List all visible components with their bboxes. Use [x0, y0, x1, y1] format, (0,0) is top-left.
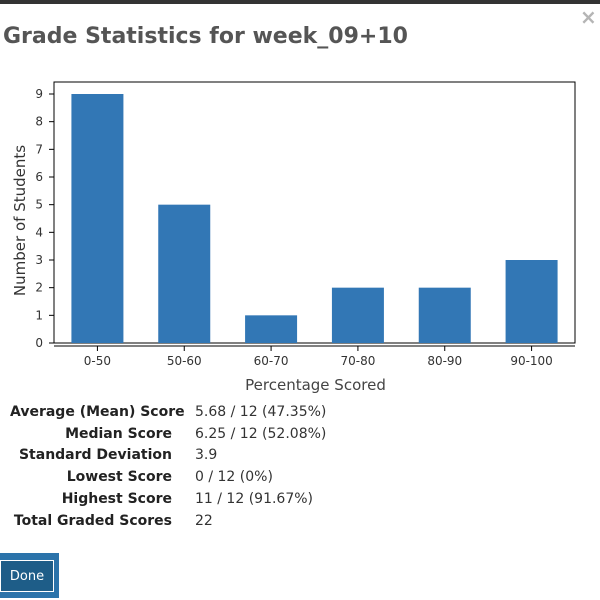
stat-label: Total Graded Scores: [13, 512, 172, 529]
y-tick-label: 9: [35, 87, 43, 101]
bar: [245, 315, 298, 343]
x-tick-label: 70-80: [340, 354, 375, 368]
stat-value: 3.9: [195, 447, 218, 464]
bar: [158, 204, 211, 343]
y-axis-title: Number of Students: [11, 145, 29, 296]
x-axis-title: Percentage Scored: [245, 376, 386, 394]
statistics-table: Average (Mean) Score 5.68 / 12 (47.35%) …: [10, 401, 326, 532]
stat-label: Standard Deviation: [18, 447, 172, 464]
bar: [71, 94, 124, 343]
stat-label: Lowest Score: [66, 469, 172, 486]
bar: [505, 260, 558, 343]
stat-value: 22: [195, 512, 213, 529]
y-tick-label: 5: [35, 198, 43, 212]
y-tick-label: 0: [35, 336, 43, 350]
bar: [331, 287, 384, 343]
stat-row-total: Total Graded Scores 22: [10, 510, 326, 532]
close-icon[interactable]: ×: [580, 5, 597, 29]
stat-value: 5.68 / 12 (47.35%): [195, 403, 327, 420]
y-tick-label: 6: [35, 170, 43, 184]
stat-row-highest: Highest Score 11 / 12 (91.67%): [10, 488, 326, 510]
stat-row-median: Median Score 6.25 / 12 (52.08%): [10, 423, 326, 445]
stat-label: Median Score: [65, 425, 172, 442]
x-tick-label: 80-90: [427, 354, 462, 368]
y-tick-label: 7: [35, 142, 43, 156]
y-tick-label: 8: [35, 115, 43, 129]
y-tick-label: 2: [35, 281, 43, 295]
x-tick-label: 90-100: [510, 354, 553, 368]
x-tick-label: 0-50: [84, 354, 111, 368]
stat-value: 11 / 12 (91.67%): [195, 491, 314, 508]
y-tick-label: 3: [35, 253, 43, 267]
plot-frame: [53, 81, 576, 344]
stat-row-std-dev: Standard Deviation 3.9: [10, 445, 326, 467]
stat-row-mean: Average (Mean) Score 5.68 / 12 (47.35%): [10, 401, 326, 423]
stat-value: 6.25 / 12 (52.08%): [195, 425, 327, 442]
grade-distribution-chart: 0 1 2 3 4 5 6 7 8 9 0-50 50-60 60-70 70-80 80-90 90-100…: [11, 81, 576, 394]
stat-value: 0 / 12 (0%): [195, 469, 273, 486]
dialog-title: Grade Statistics for week_09+10: [3, 24, 408, 49]
y-tick-label: 4: [35, 225, 43, 239]
stat-row-lowest: Lowest Score 0 / 12 (0%): [10, 466, 326, 488]
x-tick-label: 60-70: [254, 354, 289, 368]
done-button[interactable]: Done: [0, 560, 54, 592]
x-tick-label: 50-60: [167, 354, 202, 368]
stat-label: Highest Score: [61, 491, 172, 508]
top-bar: [0, 0, 600, 4]
bar: [418, 287, 471, 343]
y-tick-label: 1: [35, 308, 43, 322]
stat-label: Average (Mean) Score: [10, 403, 185, 420]
